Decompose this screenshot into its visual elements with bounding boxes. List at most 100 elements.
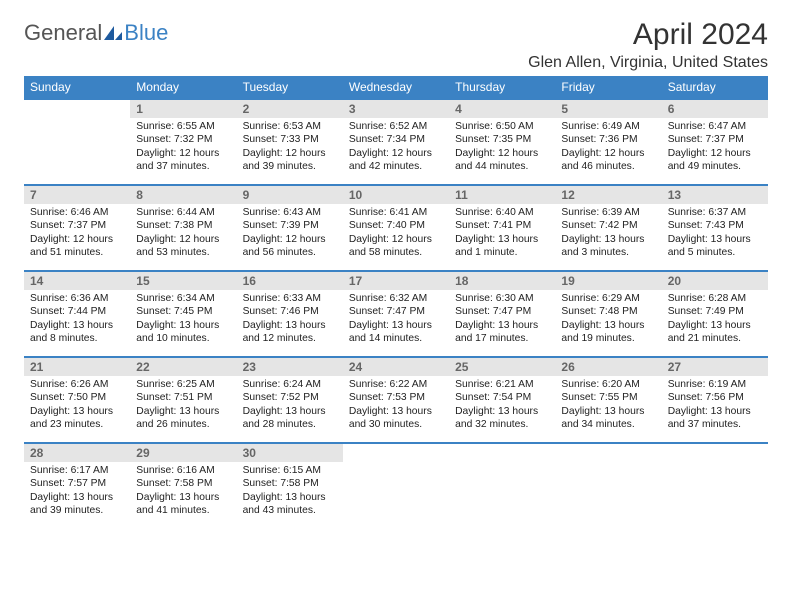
daylight-text: and 37 minutes. (668, 418, 762, 431)
calendar-cell: 12Sunrise: 6:39 AMSunset: 7:42 PMDayligh… (555, 185, 661, 271)
daylight-text: and 53 minutes. (136, 246, 230, 259)
day-details: Sunrise: 6:55 AMSunset: 7:32 PMDaylight:… (130, 118, 236, 178)
sunrise-text: Sunrise: 6:43 AM (243, 206, 337, 219)
day-details: Sunrise: 6:39 AMSunset: 7:42 PMDaylight:… (555, 204, 661, 264)
sunrise-text: Sunrise: 6:34 AM (136, 292, 230, 305)
day-details: Sunrise: 6:29 AMSunset: 7:48 PMDaylight:… (555, 290, 661, 350)
sunrise-text: Sunrise: 6:30 AM (455, 292, 549, 305)
day-details: Sunrise: 6:46 AMSunset: 7:37 PMDaylight:… (24, 204, 130, 264)
sunset-text: Sunset: 7:38 PM (136, 219, 230, 232)
calendar-cell: 15Sunrise: 6:34 AMSunset: 7:45 PMDayligh… (130, 271, 236, 357)
daylight-text: and 39 minutes. (30, 504, 124, 517)
day-details: Sunrise: 6:17 AMSunset: 7:57 PMDaylight:… (24, 462, 130, 522)
calendar-cell: 26Sunrise: 6:20 AMSunset: 7:55 PMDayligh… (555, 357, 661, 443)
calendar-cell: 7Sunrise: 6:46 AMSunset: 7:37 PMDaylight… (24, 185, 130, 271)
sunrise-text: Sunrise: 6:29 AM (561, 292, 655, 305)
daylight-text: and 26 minutes. (136, 418, 230, 431)
calendar-cell: 4Sunrise: 6:50 AMSunset: 7:35 PMDaylight… (449, 99, 555, 185)
day-details: Sunrise: 6:28 AMSunset: 7:49 PMDaylight:… (662, 290, 768, 350)
calendar-week-row: ..1Sunrise: 6:55 AMSunset: 7:32 PMDaylig… (24, 99, 768, 185)
calendar-head: SundayMondayTuesdayWednesdayThursdayFrid… (24, 76, 768, 99)
day-number: 18 (449, 272, 555, 290)
daylight-text: Daylight: 12 hours (349, 233, 443, 246)
brand-text-1: General (24, 20, 102, 46)
sunrise-text: Sunrise: 6:17 AM (30, 464, 124, 477)
calendar-cell: 22Sunrise: 6:25 AMSunset: 7:51 PMDayligh… (130, 357, 236, 443)
sunrise-text: Sunrise: 6:25 AM (136, 378, 230, 391)
daylight-text: and 34 minutes. (561, 418, 655, 431)
day-details: Sunrise: 6:16 AMSunset: 7:58 PMDaylight:… (130, 462, 236, 522)
sunset-text: Sunset: 7:56 PM (668, 391, 762, 404)
calendar-cell: .. (555, 443, 661, 529)
day-details: Sunrise: 6:47 AMSunset: 7:37 PMDaylight:… (662, 118, 768, 178)
calendar-week-row: 21Sunrise: 6:26 AMSunset: 7:50 PMDayligh… (24, 357, 768, 443)
sunrise-text: Sunrise: 6:32 AM (349, 292, 443, 305)
header-bar: General Blue April 2024 Glen Allen, Virg… (24, 18, 768, 72)
day-details: Sunrise: 6:37 AMSunset: 7:43 PMDaylight:… (662, 204, 768, 264)
calendar-cell: 2Sunrise: 6:53 AMSunset: 7:33 PMDaylight… (237, 99, 343, 185)
calendar-cell: .. (662, 443, 768, 529)
day-number: 9 (237, 186, 343, 204)
calendar-cell: 11Sunrise: 6:40 AMSunset: 7:41 PMDayligh… (449, 185, 555, 271)
sunset-text: Sunset: 7:47 PM (349, 305, 443, 318)
calendar-cell: 29Sunrise: 6:16 AMSunset: 7:58 PMDayligh… (130, 443, 236, 529)
day-number: 10 (343, 186, 449, 204)
day-number: 25 (449, 358, 555, 376)
day-number: 6 (662, 100, 768, 118)
sunrise-text: Sunrise: 6:22 AM (349, 378, 443, 391)
day-number: 1 (130, 100, 236, 118)
daylight-text: and 23 minutes. (30, 418, 124, 431)
sunrise-text: Sunrise: 6:24 AM (243, 378, 337, 391)
daylight-text: Daylight: 12 hours (243, 233, 337, 246)
sunrise-text: Sunrise: 6:19 AM (668, 378, 762, 391)
sunrise-text: Sunrise: 6:46 AM (30, 206, 124, 219)
day-number: 12 (555, 186, 661, 204)
daylight-text: Daylight: 13 hours (30, 319, 124, 332)
sunrise-text: Sunrise: 6:47 AM (668, 120, 762, 133)
sunrise-text: Sunrise: 6:55 AM (136, 120, 230, 133)
daylight-text: Daylight: 13 hours (668, 233, 762, 246)
day-details: Sunrise: 6:41 AMSunset: 7:40 PMDaylight:… (343, 204, 449, 264)
day-number: 7 (24, 186, 130, 204)
calendar-cell: 25Sunrise: 6:21 AMSunset: 7:54 PMDayligh… (449, 357, 555, 443)
daylight-text: Daylight: 13 hours (561, 233, 655, 246)
calendar-cell: .. (24, 99, 130, 185)
day-number: 3 (343, 100, 449, 118)
day-number: 14 (24, 272, 130, 290)
calendar-cell: 1Sunrise: 6:55 AMSunset: 7:32 PMDaylight… (130, 99, 236, 185)
daylight-text: and 43 minutes. (243, 504, 337, 517)
location-text: Glen Allen, Virginia, United States (528, 54, 768, 72)
daylight-text: Daylight: 12 hours (243, 147, 337, 160)
calendar-cell: 21Sunrise: 6:26 AMSunset: 7:50 PMDayligh… (24, 357, 130, 443)
day-details: Sunrise: 6:40 AMSunset: 7:41 PMDaylight:… (449, 204, 555, 264)
sunset-text: Sunset: 7:48 PM (561, 305, 655, 318)
calendar-cell: 5Sunrise: 6:49 AMSunset: 7:36 PMDaylight… (555, 99, 661, 185)
daylight-text: and 10 minutes. (136, 332, 230, 345)
day-header: Sunday (24, 76, 130, 99)
sunset-text: Sunset: 7:43 PM (668, 219, 762, 232)
daylight-text: Daylight: 13 hours (136, 405, 230, 418)
calendar-cell: .. (343, 443, 449, 529)
day-number: 5 (555, 100, 661, 118)
daylight-text: Daylight: 12 hours (455, 147, 549, 160)
day-details: Sunrise: 6:44 AMSunset: 7:38 PMDaylight:… (130, 204, 236, 264)
day-details: Sunrise: 6:49 AMSunset: 7:36 PMDaylight:… (555, 118, 661, 178)
day-header: Saturday (662, 76, 768, 99)
day-details: Sunrise: 6:15 AMSunset: 7:58 PMDaylight:… (237, 462, 343, 522)
daylight-text: and 46 minutes. (561, 160, 655, 173)
calendar-week-row: 7Sunrise: 6:46 AMSunset: 7:37 PMDaylight… (24, 185, 768, 271)
day-number: 29 (130, 444, 236, 462)
sunrise-text: Sunrise: 6:44 AM (136, 206, 230, 219)
sunset-text: Sunset: 7:37 PM (30, 219, 124, 232)
sunset-text: Sunset: 7:58 PM (136, 477, 230, 490)
calendar-week-row: 14Sunrise: 6:36 AMSunset: 7:44 PMDayligh… (24, 271, 768, 357)
day-details: Sunrise: 6:34 AMSunset: 7:45 PMDaylight:… (130, 290, 236, 350)
sunset-text: Sunset: 7:50 PM (30, 391, 124, 404)
sunset-text: Sunset: 7:47 PM (455, 305, 549, 318)
sunset-text: Sunset: 7:52 PM (243, 391, 337, 404)
daylight-text: Daylight: 13 hours (349, 319, 443, 332)
daylight-text: and 56 minutes. (243, 246, 337, 259)
sunrise-text: Sunrise: 6:15 AM (243, 464, 337, 477)
sunset-text: Sunset: 7:42 PM (561, 219, 655, 232)
day-details: Sunrise: 6:33 AMSunset: 7:46 PMDaylight:… (237, 290, 343, 350)
